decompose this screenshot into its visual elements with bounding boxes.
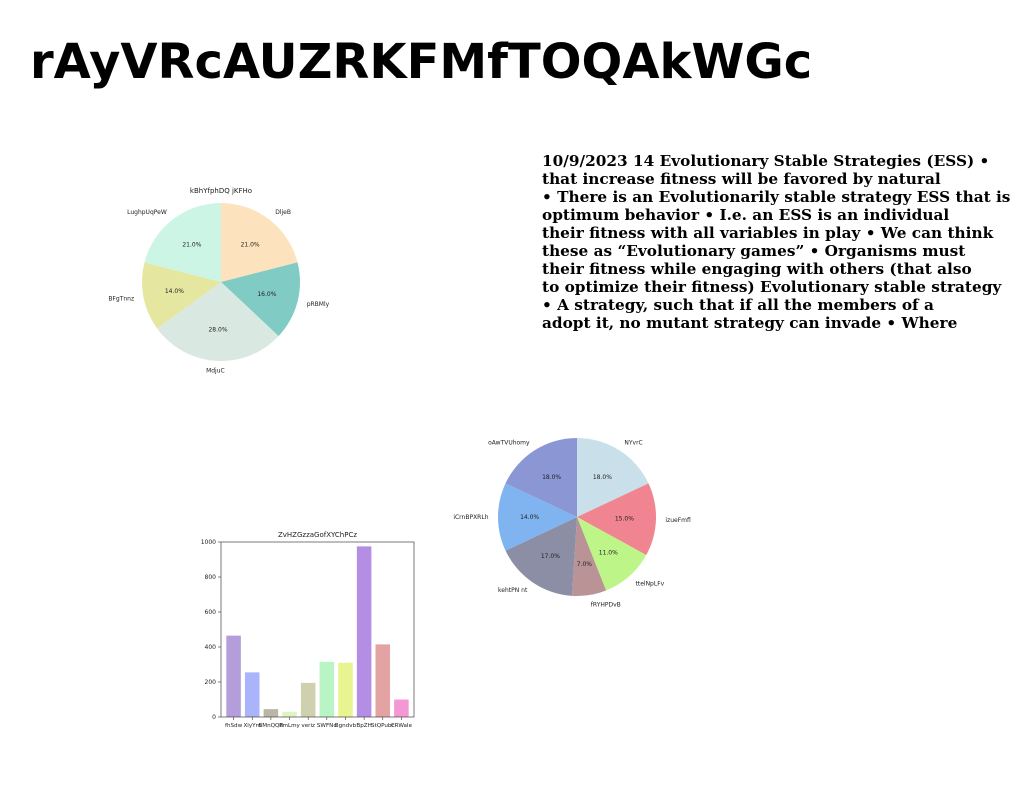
x-tick-label: BMnQQB <box>258 723 283 729</box>
pie-slice <box>497 483 577 551</box>
pie-slice <box>141 262 221 329</box>
bar <box>282 711 297 717</box>
pie-slice-label: BFgTnnz <box>108 296 134 303</box>
pie-slice <box>572 517 607 596</box>
bar-chart: ZvHZGzzaGofXYChPCz 0 200 400 600 800 1000 fhSdw… <box>201 531 415 729</box>
pie-chart-2: 18.0% NYvrC 15.0% izueFmfl 11.0% ttelNpLFv 7.0… <box>453 438 691 608</box>
x-tick-label: XlyYm <box>243 723 261 729</box>
body-text-line: 10/9/2023 14 Evolutionary Stable Strateg… <box>542 152 990 170</box>
pie-chart-1: kBhYfphDQ jKFHo 21.0% DljeB 16.0% pRBMly 28.0… <box>108 187 330 374</box>
x-tick-label: BpZH <box>356 723 371 729</box>
pie-slice <box>221 203 298 282</box>
pie-slice-label: NYvrC <box>624 439 642 446</box>
y-tick-label: 200 <box>205 679 217 686</box>
pie-slice <box>505 438 577 517</box>
pie-percent-label: 28.0% <box>208 326 227 333</box>
x-tick-label: CRWaIe <box>391 723 413 729</box>
bar <box>300 682 316 718</box>
y-tick-label: 1000 <box>201 539 216 546</box>
pie-slice <box>577 483 657 556</box>
pie-percent-label: 14.0% <box>165 288 184 295</box>
pie-slice-label: iCrnBPXRLh <box>453 514 488 521</box>
y-tick-label: 0 <box>212 714 216 721</box>
pie-slice <box>577 517 647 591</box>
y-tick-label: 600 <box>205 609 217 616</box>
body-text-line: their fitness while engaging with others… <box>542 260 972 278</box>
pie-slice-label: LughpUqPeW <box>127 209 167 216</box>
pie-slice-label: oAwTVUhomy <box>488 439 530 446</box>
pie-slice-label: izueFmfl <box>665 517 691 524</box>
pie-percent-label: 11.0% <box>599 550 618 557</box>
body-text-line: • A strategy, such that if all the membe… <box>542 296 934 314</box>
y-tick-label: 400 <box>205 644 217 651</box>
x-tick-label: PmLmy <box>279 723 300 729</box>
pie-percent-label: 18.0% <box>542 474 561 481</box>
x-tick-label: fhSdw <box>225 723 243 729</box>
bar <box>338 662 353 717</box>
x-tick-label: Bgndvb <box>335 723 357 729</box>
pie-title: kBhYfphDQ jKFHo <box>190 187 252 195</box>
body-text-line: that increase fitness will be favored by… <box>542 170 941 188</box>
body-text-line: optimum behavior • I.e. an ESS is an ind… <box>542 206 950 224</box>
pie-percent-label: 21.0% <box>182 242 201 249</box>
bar <box>375 644 391 718</box>
pie-slice <box>144 203 221 282</box>
pie-slice-label: DljeB <box>275 209 291 216</box>
body-text-line: adopt it, no mutant strategy can invade … <box>542 314 958 332</box>
pie-percent-label: 15.0% <box>615 516 634 523</box>
pie-slice-label: fRYHPDvB <box>591 601 621 608</box>
plot-frame <box>220 541 415 718</box>
pie-percent-label: 7.0% <box>577 561 593 568</box>
body-text: 10/9/2023 14 Evolutionary Stable Strateg… <box>542 152 1024 332</box>
bar <box>319 661 335 718</box>
bar <box>244 672 260 718</box>
page-title: rAyVRcAUZRKFMfTOQAkWGc <box>30 34 813 90</box>
x-tick-label: SWFNo <box>317 723 337 729</box>
body-text-line: to optimize their fitness) Evolutionary … <box>542 278 1002 296</box>
pie-slice <box>505 517 577 596</box>
body-text-line: these as “Evolutionary games” • Organism… <box>542 242 966 260</box>
x-tick-label: veriz <box>301 723 315 729</box>
y-tick-label: 800 <box>205 574 217 581</box>
pie-slice <box>221 262 301 337</box>
bar-chart-title: ZvHZGzzaGofXYChPCz <box>278 531 357 539</box>
pie-percent-label: 14.0% <box>520 514 539 521</box>
pie-slice <box>577 438 649 517</box>
bar <box>394 699 409 717</box>
pie-percent-label: 18.0% <box>593 474 612 481</box>
body-text-line: • There is an Evolutionarily stable stra… <box>542 188 1011 206</box>
bar <box>356 546 372 718</box>
pie-slice-label: kehtPN nt <box>498 587 528 594</box>
pie-percent-label: 16.0% <box>257 291 276 298</box>
pie-percent-label: 17.0% <box>541 553 560 560</box>
body-text-line: their fitness with all variables in play… <box>542 224 994 242</box>
pie-slice-label: MdjuC <box>206 367 225 374</box>
pie-percent-label: 21.0% <box>241 242 260 249</box>
pie-slice <box>157 282 279 362</box>
x-tick-label: StQPubc <box>371 723 395 729</box>
bar <box>226 635 241 718</box>
pie-slice-label: pRBMly <box>307 301 330 308</box>
pie-slice-label: ttelNpLFv <box>636 580 665 587</box>
bar <box>263 709 279 718</box>
